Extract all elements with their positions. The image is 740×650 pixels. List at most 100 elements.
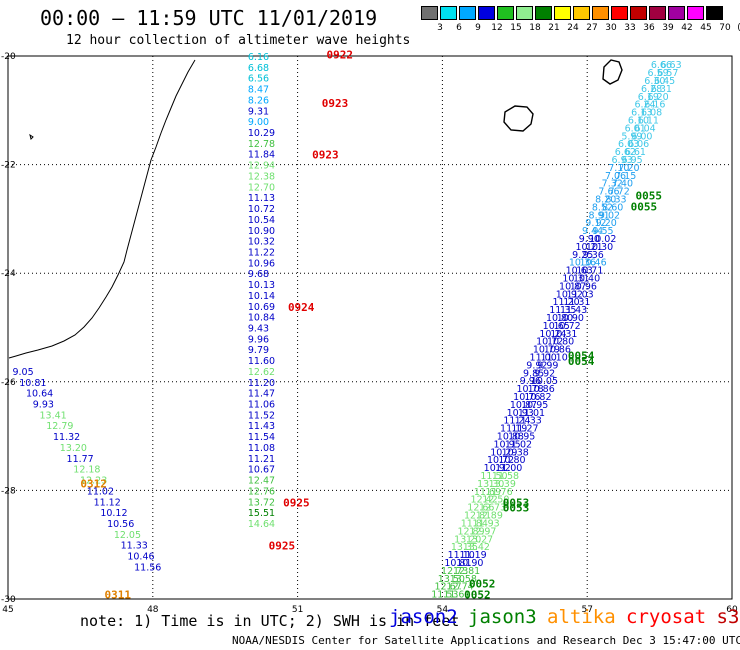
track2-value: 9.05 [12,367,33,378]
track3-value: 6.62 [615,147,636,158]
track4-value: 13.42 [463,542,490,553]
track4-value: 11.43 [560,305,587,316]
track3-value: 9.25 [572,250,593,261]
legend-swatch [478,6,495,20]
track3-value: 10.63 [566,266,593,277]
legend-swatch [706,6,723,20]
track3-value: 10.31 [562,273,589,284]
track3-value: 10.78 [516,384,543,395]
track1-value: 11.60 [248,356,275,367]
track4-value: 10.31 [550,329,577,340]
track4-value: 6.45 [654,76,675,87]
track4-value: 9.20 [596,218,617,229]
track3-value: 11.35 [549,305,576,316]
track4-value: 9.99 [537,360,558,371]
track4-value: 11.76 [485,487,512,498]
credit-line: NOAA/NESDIS Center for Satellite Applica… [232,634,740,647]
legend-swatch [611,6,628,20]
track4-value: 11.58 [492,471,519,482]
track4-value: 10.82 [524,392,551,403]
axis-ticks: 45 48 51 54 57 60 -20 -22 -24 -26 -28 -30 [1,52,738,615]
track4-value: 11.19 [460,550,487,561]
track4-value: 11.33 [515,416,542,427]
track3-value: 9.44 [582,226,603,237]
track2-value: 11.77 [67,454,94,465]
legend-swatch [516,6,533,20]
track3-value: 12.67 [435,582,462,593]
track1-value: 14.64 [248,519,275,530]
time-label: 0055 [635,189,662,202]
track3-value: 6.28 [641,84,662,95]
y-tick-label: -22 [1,161,16,171]
track3-value: 13.30 [477,479,504,490]
track2-value: 11.02 [87,486,114,497]
track3-value: 11.24 [503,416,530,427]
track3-value: 10.87 [510,400,537,411]
x-tick-label: 57 [581,605,592,615]
legend-label: 6 [456,23,462,33]
track3-value: 12.42 [471,495,498,506]
legend-swatch [554,6,571,20]
track1-value: 12.70 [248,182,275,193]
legend-label: 42 [681,23,693,33]
data-points: 6.166.686.568.478.269.319.0010.2912.7811… [12,48,681,601]
track2-value: 12.23 [80,476,107,487]
track2-value: 12.05 [114,530,141,541]
track1-value: 12.78 [248,139,275,150]
y-tick-label: -20 [1,52,16,62]
track4-value: 10.05 [531,376,558,387]
track4-value: 12.74 [447,582,474,593]
track4-value: 12.50 [482,495,509,506]
track3-value: 10.29 [490,447,517,458]
track1-value: 10.72 [248,204,275,215]
track4-value: 10.30 [586,242,613,253]
track4-value: 10.86 [528,384,555,395]
legend-swatch [421,6,438,20]
track1-value: 10.32 [248,237,275,248]
track3-value: 10.92 [484,463,511,474]
track3-value: 6.01 [625,123,646,134]
track1-value: 11.08 [248,443,275,454]
track1-value: 15.51 [248,508,275,519]
track3-value: 6.59 [648,68,669,79]
track3-value: 5.99 [621,131,642,142]
satellite-name: jason3 [468,606,537,628]
track3-value: 10.72 [536,337,563,348]
track4-value: 6.16 [644,100,665,111]
track1-value: 9.00 [248,117,269,128]
track3-value: 7.32 [602,179,623,190]
track4-value: 10.86 [544,345,571,356]
track4-value: 9.02 [599,210,620,221]
track3-value: 9.96 [520,376,541,387]
time-label: 0923 [322,97,349,110]
track4-value: 10.46 [579,258,606,269]
time-label: 0923 [312,149,339,162]
track1-value: 10.29 [248,128,275,139]
track4-value: 10.90 [456,558,483,569]
track4-value: 10.95 [521,400,548,411]
track4-value: 12.97 [469,526,496,537]
track4-value: 10.80 [547,337,574,348]
track3-value: 6.66 [651,60,672,71]
track3-value: 10.21 [575,242,602,253]
track3-value: 11.69 [474,487,501,498]
legend-swatch [649,6,666,20]
chart-subtitle: 12 hour collection of altimeter wave hei… [66,33,411,48]
track3-value: 7.06 [605,171,626,182]
legend-label: 33 [624,23,636,33]
track3-value: 10.95 [494,439,521,450]
track3-value: 10.65 [543,321,570,332]
track3-value: 8.52 [592,202,613,213]
track4-value: 10.80 [498,455,525,466]
legend-swatch [668,6,685,20]
track4-value: 10.38 [502,447,529,458]
track4-value: 12.81 [453,566,480,577]
track3-value: 12.89 [457,526,484,537]
legend-swatch [592,6,609,20]
track3-value: 12.81 [464,511,491,522]
track1-value: 12.47 [248,476,275,487]
track1-value: 12.62 [248,367,275,378]
legend-swatch [687,6,704,20]
track4-value: 11.27 [511,424,538,435]
